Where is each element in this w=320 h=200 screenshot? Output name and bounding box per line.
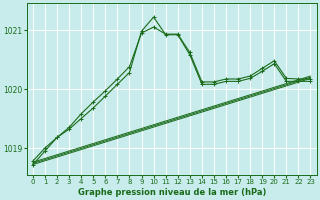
X-axis label: Graphe pression niveau de la mer (hPa): Graphe pression niveau de la mer (hPa) — [77, 188, 266, 197]
